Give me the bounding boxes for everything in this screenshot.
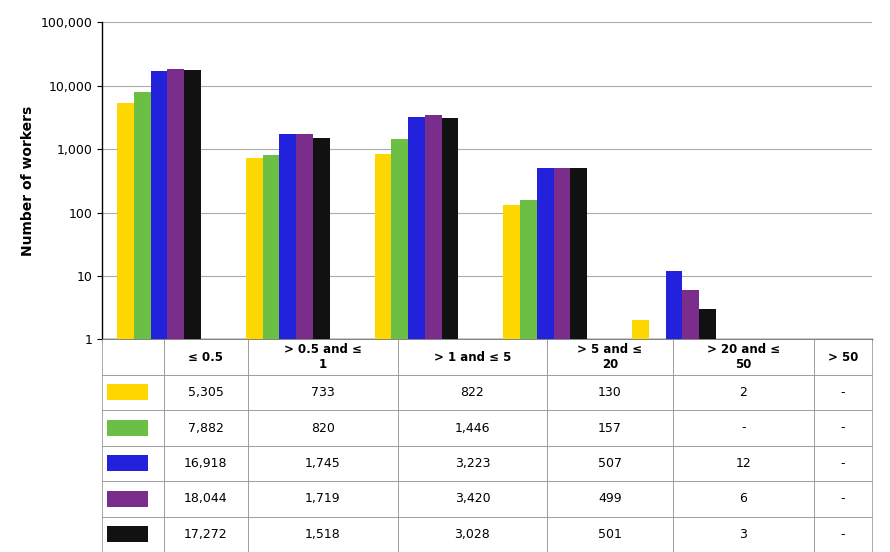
Y-axis label: Number of workers: Number of workers: [21, 105, 36, 256]
Bar: [392, 139, 409, 552]
Bar: [520, 200, 537, 552]
Bar: [699, 309, 716, 552]
FancyBboxPatch shape: [108, 526, 148, 542]
Bar: [537, 168, 554, 552]
Bar: [313, 137, 329, 552]
Bar: [150, 71, 167, 552]
Bar: [632, 320, 649, 552]
Bar: [441, 119, 458, 552]
Bar: [375, 155, 392, 552]
Bar: [134, 92, 150, 552]
FancyBboxPatch shape: [108, 455, 148, 471]
Bar: [184, 71, 201, 552]
Bar: [554, 168, 570, 552]
Bar: [263, 155, 279, 552]
FancyBboxPatch shape: [108, 384, 148, 400]
Bar: [167, 70, 184, 552]
Bar: [570, 168, 587, 552]
Bar: [683, 290, 699, 552]
Bar: [409, 117, 425, 552]
Bar: [279, 134, 296, 552]
Bar: [504, 205, 520, 552]
FancyBboxPatch shape: [108, 491, 148, 507]
Bar: [117, 103, 134, 552]
FancyBboxPatch shape: [108, 420, 148, 436]
Bar: [246, 158, 263, 552]
Bar: [296, 134, 313, 552]
Bar: [425, 115, 441, 552]
Bar: [666, 271, 683, 552]
